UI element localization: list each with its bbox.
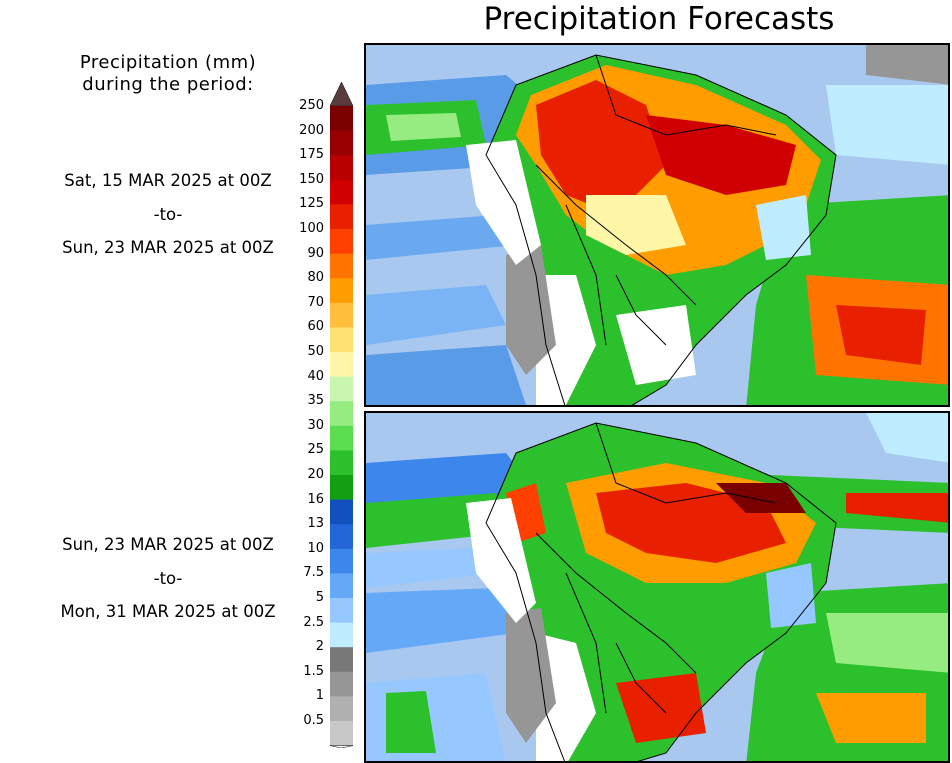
- precip-map-period-1: [366, 45, 948, 405]
- colorbar-tick-label: 13: [307, 516, 324, 532]
- colorbar-tick-label: 1.5: [303, 663, 324, 679]
- colorbar-swatch: [330, 548, 353, 574]
- colorbar-swatch: [330, 721, 353, 747]
- colorbar-tick-label: 60: [307, 319, 324, 335]
- colorbar-tick-label: 16: [307, 491, 324, 507]
- colorbar-tick-label: 7.5: [303, 565, 324, 581]
- colorbar-swatch: [330, 401, 353, 427]
- colorbar-tick-label: 200: [299, 122, 324, 138]
- colorbar-tick-label: 50: [307, 344, 324, 359]
- colorbar-tick-label: 150: [299, 171, 324, 187]
- colorbar-swatch: [330, 671, 353, 697]
- colorbar-tick-label: 10: [307, 540, 324, 556]
- colorbar-tick-label: 35: [307, 393, 324, 409]
- colorbar-swatch: [330, 524, 353, 550]
- legend-heading: Precipitation (mm) during the period:: [40, 52, 296, 96]
- colorbar-swatch: [330, 647, 353, 673]
- colorbar-tick-label: 20: [307, 467, 324, 482]
- colorbar-under-arrow: [330, 745, 353, 748]
- colorbar-tick-label: 80: [307, 270, 324, 286]
- colorbar-tick-label: 70: [307, 294, 324, 310]
- precipitation-colorbar: [330, 82, 353, 748]
- colorbar-swatch: [330, 302, 353, 328]
- precip-map-period-2: [366, 413, 948, 761]
- period-2-connector: -to-: [153, 569, 183, 588]
- colorbar-swatch: [330, 130, 353, 156]
- colorbar-tick-label: 2.5: [303, 614, 324, 630]
- period-1-from: Sat, 15 MAR 2025 at 00Z: [64, 171, 272, 190]
- legend-heading-line2: during the period:: [82, 74, 254, 95]
- colorbar-swatch: [330, 573, 353, 599]
- colorbar-over-arrow: [330, 82, 353, 107]
- period-2-to: Mon, 31 MAR 2025 at 00Z: [60, 602, 276, 621]
- colorbar-tick-label: 175: [299, 147, 324, 163]
- colorbar-swatch: [330, 327, 353, 353]
- colorbar-swatch: [330, 278, 353, 304]
- map-panel-period-2: [364, 411, 950, 763]
- period-1-connector: -to-: [153, 205, 183, 224]
- colorbar-tick-label: 40: [307, 368, 324, 384]
- colorbar-tick-label: 100: [299, 221, 324, 236]
- colorbar-tick-label: 125: [299, 196, 324, 212]
- colorbar-tick-label: 5: [315, 590, 324, 605]
- colorbar-swatch: [330, 155, 353, 181]
- colorbar-swatch: [330, 598, 353, 624]
- colorbar-swatch: [330, 352, 353, 378]
- colorbar-swatch: [330, 204, 353, 230]
- colorbar-tick-label: 2: [315, 639, 324, 655]
- page-title: Precipitation Forecasts: [483, 1, 835, 37]
- period-2-from: Sun, 23 MAR 2025 at 00Z: [62, 535, 274, 554]
- colorbar-swatch: [330, 475, 353, 501]
- colorbar-swatch: [330, 622, 353, 648]
- colorbar-tick-label: 250: [299, 98, 324, 113]
- colorbar-tick-label: 1: [315, 688, 324, 704]
- colorbar-swatch: [330, 450, 353, 476]
- colorbar-swatch: [330, 106, 353, 132]
- period-1-to: Sun, 23 MAR 2025 at 00Z: [62, 238, 274, 257]
- colorbar-tick-label: 0.5: [303, 713, 324, 728]
- colorbar-tick-label: 90: [307, 245, 324, 261]
- map-panel-period-1: [364, 43, 950, 407]
- colorbar-swatch: [330, 499, 353, 525]
- colorbar-swatch: [330, 376, 353, 402]
- colorbar-tick-label: 30: [307, 417, 324, 433]
- colorbar-swatch: [330, 425, 353, 451]
- legend-heading-line1: Precipitation (mm): [79, 52, 257, 73]
- colorbar-swatch: [330, 696, 353, 722]
- colorbar-tick-label: 25: [307, 442, 324, 458]
- colorbar-swatch: [330, 253, 353, 279]
- colorbar-swatch: [330, 179, 353, 205]
- colorbar-swatch: [330, 229, 353, 255]
